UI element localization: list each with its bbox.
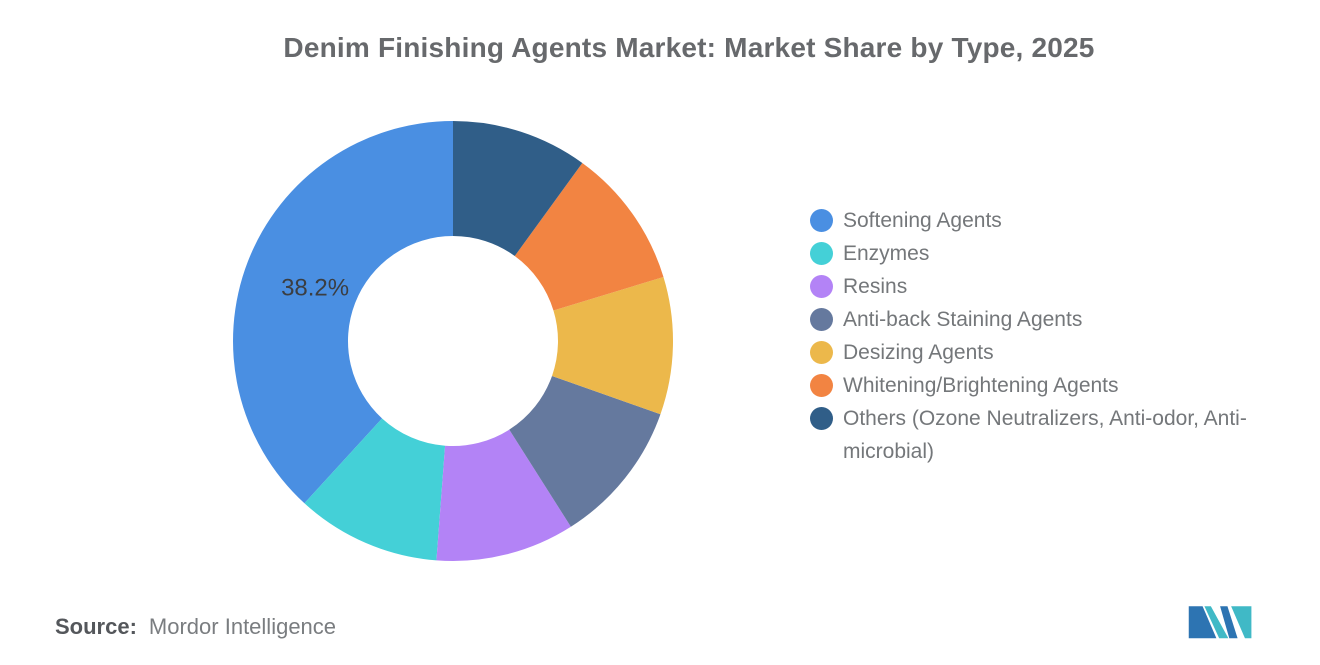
legend-color-dot: [810, 209, 833, 232]
donut-slice: [552, 276, 674, 415]
legend-color-dot: [810, 407, 833, 430]
source-label: Source:: [55, 614, 137, 639]
logo-shape-dark-left: [1188, 606, 1217, 639]
chart-title: Denim Finishing Agents Market: Market Sh…: [283, 32, 1095, 63]
legend-item-label: Softening Agents: [843, 209, 1002, 232]
legend-item: Whitening/Brightening Agents: [810, 369, 1280, 402]
legend-item-label: Desizing Agents: [843, 341, 994, 364]
donut-slice: [514, 163, 664, 311]
donut-slice: [509, 375, 661, 527]
legend-item-label: Resins: [843, 275, 908, 298]
legend-item-label: Anti-back Staining Agents: [843, 308, 1083, 331]
donut-chart: 38.2%: [233, 121, 674, 561]
logo-shape-dark-mid: [1220, 606, 1238, 639]
donut-slice: [436, 429, 571, 561]
donut-slice: [304, 418, 446, 561]
legend-item: Desizing Agents: [810, 336, 1280, 369]
legend-item: Enzymes: [810, 237, 1280, 270]
legend-item: Anti-back Staining Agents: [810, 303, 1280, 336]
legend-item: Others (Ozone Neutralizers, Anti-odor, A…: [810, 402, 1280, 468]
legend-color-dot: [810, 374, 833, 397]
chart-legend: Softening Agents Enzymes Resins Anti-back S…: [810, 204, 1280, 468]
slice-label: 38.2%: [281, 274, 349, 301]
logo-shape-teal-mid: [1204, 606, 1229, 639]
legend-item-label: Others (Ozone Neutralizers, Anti-odor, A…: [843, 407, 1247, 463]
legend-item-label: Enzymes: [843, 242, 930, 265]
mordor-intelligence-logo: [1188, 606, 1252, 639]
legend-item: Resins: [810, 270, 1280, 303]
source-line: Source: Mordor Intelligence: [55, 614, 336, 640]
donut-slice: [233, 121, 453, 504]
legend-color-dot: [810, 275, 833, 298]
legend-item: Softening Agents: [810, 204, 1280, 237]
logo-shape-teal-right: [1231, 606, 1252, 639]
donut-slice: [453, 121, 583, 257]
legend-item-label: Whitening/Brightening Agents: [843, 374, 1119, 397]
source-value: Mordor Intelligence: [148, 614, 337, 639]
legend-color-dot: [810, 341, 833, 364]
donut-chart-area: 38.2%: [223, 111, 683, 571]
legend-color-dot: [810, 242, 833, 265]
legend-color-dot: [810, 308, 833, 331]
